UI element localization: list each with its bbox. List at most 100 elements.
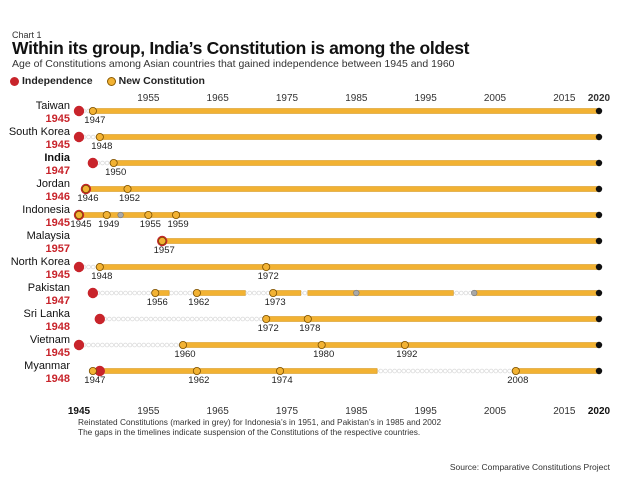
constitution-year-label: 1972 [258,271,279,282]
timeline-dot [212,316,218,322]
constitution-year-label: 1980 [313,349,334,360]
top-tick-label: 2020 [588,93,611,104]
constitution-year-label: 1973 [265,297,286,308]
timeline-dot [465,368,471,374]
timeline-dot [137,290,142,296]
bottom-tick-label: 1965 [207,406,230,417]
timeline-dot [157,316,163,322]
timeline-dot [100,342,105,348]
timeline-dot [183,290,188,296]
country-name: Indonesia [22,204,71,216]
top-tick-label: 1955 [137,93,160,104]
independence-year: 1945 [46,269,70,281]
timeline-dot [245,316,250,322]
independence-year: 1948 [46,373,70,385]
timeline-dot [194,316,200,322]
timeline-dot [132,290,137,296]
note-line-1: Reinstated Constitutions (marked in grey… [78,417,442,427]
timeline-dot [114,290,119,296]
bottom-tick-label: 2020 [588,406,611,417]
constitution-marker [303,314,312,323]
timeline-dot [125,316,131,322]
active-segment [196,290,246,296]
timeline-dot [203,316,209,322]
end-marker [595,211,603,219]
independence-year: 1945 [46,139,70,151]
timeline-dot [249,316,255,322]
constitution-marker [88,107,97,116]
timeline-dot [86,134,91,140]
timeline-dot [217,316,223,322]
constitution-marker [317,340,326,349]
constitution-marker [75,210,84,219]
bottom-tick-label: 1985 [345,406,368,417]
constitution-marker [151,288,160,297]
chart-subtitle: Age of Constitutions among Asian countri… [12,58,455,70]
constitution-year-label: 1959 [167,219,188,230]
constitution-year-label: 1955 [140,219,161,230]
timeline-dot [159,342,165,348]
constitution-marker [192,288,201,297]
timeline-dot [302,290,308,296]
timeline-dot [479,368,485,374]
active-segment [99,264,600,270]
independence-marker [94,313,106,325]
constitution-marker [158,236,167,245]
timeline-dot [488,368,494,374]
constitution-marker [123,184,132,193]
end-marker [595,315,603,323]
country-name: Myanmar [24,360,70,372]
constitution-marker [276,366,285,375]
timeline-dot [452,368,457,374]
country-name: India [44,152,71,164]
timeline-dot [116,316,121,322]
timeline-dot [442,368,448,374]
timeline-dot [90,134,96,140]
active-segment [161,238,600,244]
timeline-dot [171,316,177,322]
reinstated-marker [117,211,124,219]
end-marker [595,263,603,271]
timeline-dot [148,316,154,322]
bottom-tick-label: 1955 [137,406,160,417]
timeline-dot [410,368,416,374]
timeline-dot [463,290,469,296]
independence-year: 1945 [46,113,70,125]
timeline-dot [169,290,174,296]
independence-year: 1947 [46,165,70,177]
constitution-year-label: 1978 [299,323,320,334]
timeline-dot [401,368,407,374]
end-marker [595,237,603,245]
independence-year: 1946 [46,191,70,203]
independence-year: 1948 [46,321,70,333]
timeline-dot [127,342,133,348]
timeline-dot [231,316,236,322]
timeline-dot [166,316,172,322]
timeline-dot [150,342,156,348]
timeline-dot [254,316,259,322]
independence-marker [87,157,99,169]
constitution-year-label: 1992 [396,349,417,360]
active-segment [272,290,302,296]
timeline-dot [139,316,144,322]
timeline-dot [169,342,174,348]
independence-marker [73,105,85,117]
timeline-dot [95,342,101,348]
note-line-2: The gaps in the timelines indicate suspe… [78,427,421,437]
constitution-dot-icon [106,76,116,86]
timeline-dot [493,368,499,374]
independence-marker [94,365,106,377]
timeline-dot [134,316,140,322]
timeline-dot [146,290,151,296]
timeline-dot [164,342,170,348]
timeline-dot [176,316,181,322]
timeline-dot [419,368,425,374]
end-marker [595,107,603,115]
constitution-year-label: 1947 [84,115,105,126]
country-name: Pakistan [28,282,70,294]
timeline-dot [415,368,420,374]
timeline-dot [383,368,388,374]
timeline-dot [143,316,149,322]
active-segment [113,160,600,166]
